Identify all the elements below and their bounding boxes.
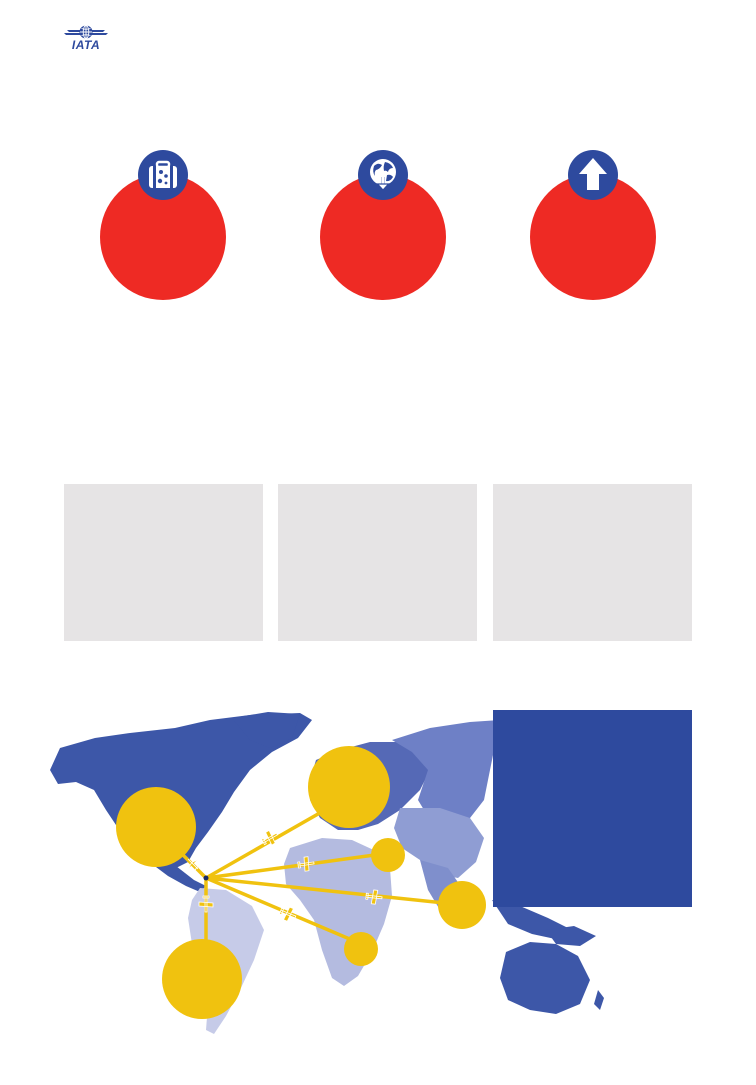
info-panel-left [64, 484, 263, 641]
iata-logo: IATA [62, 24, 110, 58]
destination-africa [344, 932, 378, 966]
stat-badge [568, 150, 618, 200]
route-lines [158, 804, 456, 958]
suitcase-icon [149, 160, 177, 188]
highlight-box [493, 710, 692, 907]
landmass-russia [392, 720, 500, 822]
plane-icon [297, 856, 315, 872]
plane-icon [187, 858, 200, 871]
globe-arrow-down-icon [370, 159, 396, 191]
destination-north-america [116, 787, 196, 867]
info-panel-center [278, 484, 477, 641]
plane-icon [198, 895, 214, 913]
route-line-europe [204, 804, 334, 880]
stat-badge [138, 150, 188, 200]
arrow-up-icon [579, 158, 607, 190]
stat-growth [522, 150, 662, 310]
landmass-greenland [232, 712, 300, 748]
landmass-new-guinea [546, 926, 596, 946]
destination-europe [308, 746, 390, 828]
stat-international [312, 150, 452, 310]
route-line-africa [204, 876, 354, 942]
logo-wordmark: IATA [71, 38, 101, 52]
plane-icons [187, 829, 383, 922]
destination-middle-east [371, 838, 405, 872]
plane-icon [261, 829, 278, 846]
landmass-north-america [50, 713, 312, 868]
plane-icon [365, 889, 383, 905]
world-route-map [0, 690, 756, 1080]
plane-icon [278, 906, 297, 922]
route-line-asia-pacific [204, 876, 456, 906]
landmass-new-zealand [594, 990, 604, 1010]
world-map-svg [50, 712, 604, 1034]
info-panel-right [493, 484, 692, 641]
destination-asia-pacific [438, 881, 486, 929]
destination-south-america [162, 939, 242, 1019]
origin-hub-marker [203, 875, 209, 881]
route-line-middle-east [204, 852, 384, 880]
iata-globe-wings-icon [64, 25, 108, 39]
landmass-middle-asia [394, 808, 484, 878]
stat-badge [358, 150, 408, 200]
landmass-australia [500, 942, 590, 1014]
stat-passengers [92, 150, 232, 310]
